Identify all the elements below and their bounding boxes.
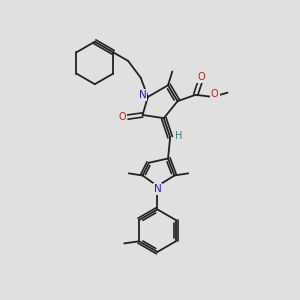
Text: H: H: [175, 131, 182, 141]
Text: N: N: [139, 90, 146, 100]
Text: O: O: [118, 112, 126, 122]
Text: O: O: [197, 72, 205, 82]
Text: N: N: [154, 184, 161, 194]
Text: O: O: [211, 89, 219, 99]
